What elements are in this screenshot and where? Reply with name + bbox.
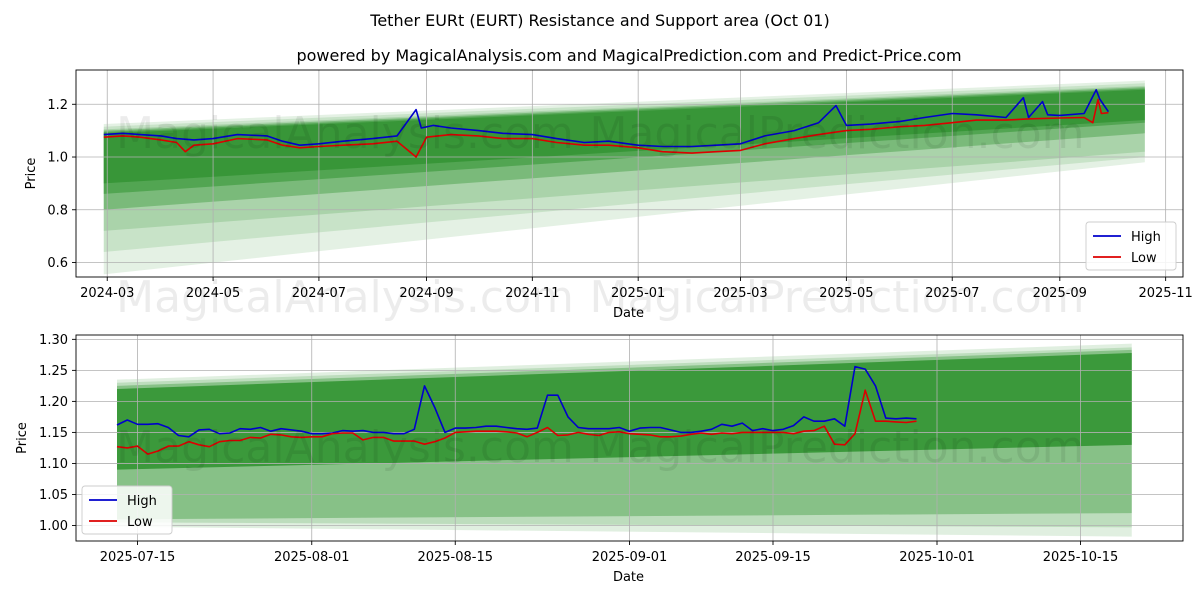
bottom-ylabel: Price: [15, 422, 30, 454]
top-chart-panel: 2024-03 2024-05 2024-07 2024-09 2024-11 2025-…: [24, 69, 1193, 321]
top-ytick-label: 0.6: [47, 256, 68, 271]
bottom-ytick-label: 1.00: [39, 519, 68, 534]
top-ytick-label: 1.2: [47, 98, 68, 113]
chart-subtitle: powered by MagicalAnalysis.com and Magic…: [296, 46, 961, 65]
top-high-line: [103, 89, 1110, 148]
top-xtick-label: 2025-07: [925, 286, 979, 301]
chart-title: Tether EURt (EURT) Resistance and Suppor…: [369, 11, 829, 30]
bottom-ytick-label: 1.20: [39, 395, 68, 410]
watermark-prediction-bottom: MagicalPrediction.com: [590, 422, 1085, 473]
bottom-band-3: [117, 352, 1132, 470]
bottom-ytick-label: 1.30: [39, 333, 68, 348]
top-xtick-label: 2024-07: [292, 286, 346, 301]
watermark-prediction-mid: MagicalPrediction.com: [590, 272, 1085, 323]
watermark-analysis-top: MagicalAnalysis.com: [116, 108, 574, 159]
bottom-xlabel: Date: [613, 570, 644, 585]
bottom-xtick-label: 2025-10-01: [899, 550, 975, 565]
top-xtick-label: 2025-05: [819, 286, 873, 301]
bottom-ytick-label: 1.05: [39, 488, 68, 503]
top-legend-box: [1085, 221, 1177, 271]
top-xlabel: Date: [613, 306, 644, 321]
top-legend-label-high: High: [1131, 230, 1161, 245]
top-ytick-label: 1.0: [47, 151, 68, 166]
bottom-legend: High Low: [81, 485, 173, 535]
watermark-analysis-bottom: MagicalAnalysis.com: [116, 422, 574, 473]
top-xtick-label: 2025-01: [611, 286, 665, 301]
top-xtick-label: 2024-03: [80, 286, 134, 301]
bottom-high-line: [116, 365, 917, 438]
bottom-ytick-label: 1.15: [39, 426, 68, 441]
top-xtick-label: 2025-03: [713, 286, 767, 301]
bottom-ytick-label: 1.10: [39, 457, 68, 472]
bottom-xtick-label: 2025-08-01: [274, 550, 350, 565]
top-ylabel: Price: [24, 158, 39, 190]
watermark-prediction-top: MagicalPrediction.com: [590, 108, 1085, 159]
bottom-legend-box: [81, 485, 173, 535]
top-axes-frame: [75, 69, 1184, 278]
top-ytick-label: 0.8: [47, 203, 68, 218]
bottom-ytick-label: 1.25: [39, 364, 68, 379]
top-legend: High Low: [1085, 221, 1177, 271]
top-low-line: [103, 98, 1109, 158]
watermark-analysis-mid: MagicalAnalysis.com: [116, 272, 574, 323]
bottom-chart-panel: 2025-07-15 2025-08-01 2025-08-15 2025-09-01…: [15, 333, 1184, 585]
top-xtick-label: 2024-09: [399, 286, 453, 301]
bottom-low-line: [116, 389, 917, 455]
bottom-xtick-label: 2025-09-01: [592, 550, 668, 565]
bottom-xtick-label: 2025-10-15: [1043, 550, 1119, 565]
bottom-legend-label-high: High: [127, 494, 157, 509]
top-legend-label-low: Low: [1131, 251, 1157, 266]
bottom-xtick-label: 2025-08-15: [417, 550, 493, 565]
top-band-5: [103, 89, 1145, 184]
bottom-legend-label-low: Low: [127, 515, 153, 530]
top-xtick-label: 2024-05: [186, 286, 240, 301]
top-xtick-label: 2025-11: [1138, 286, 1192, 301]
top-xtick-label: 2024-11: [505, 286, 559, 301]
top-xtick-label: 2025-09: [1033, 286, 1087, 301]
bottom-xtick-label: 2025-07-15: [100, 550, 176, 565]
bottom-xtick-label: 2025-09-15: [735, 550, 811, 565]
